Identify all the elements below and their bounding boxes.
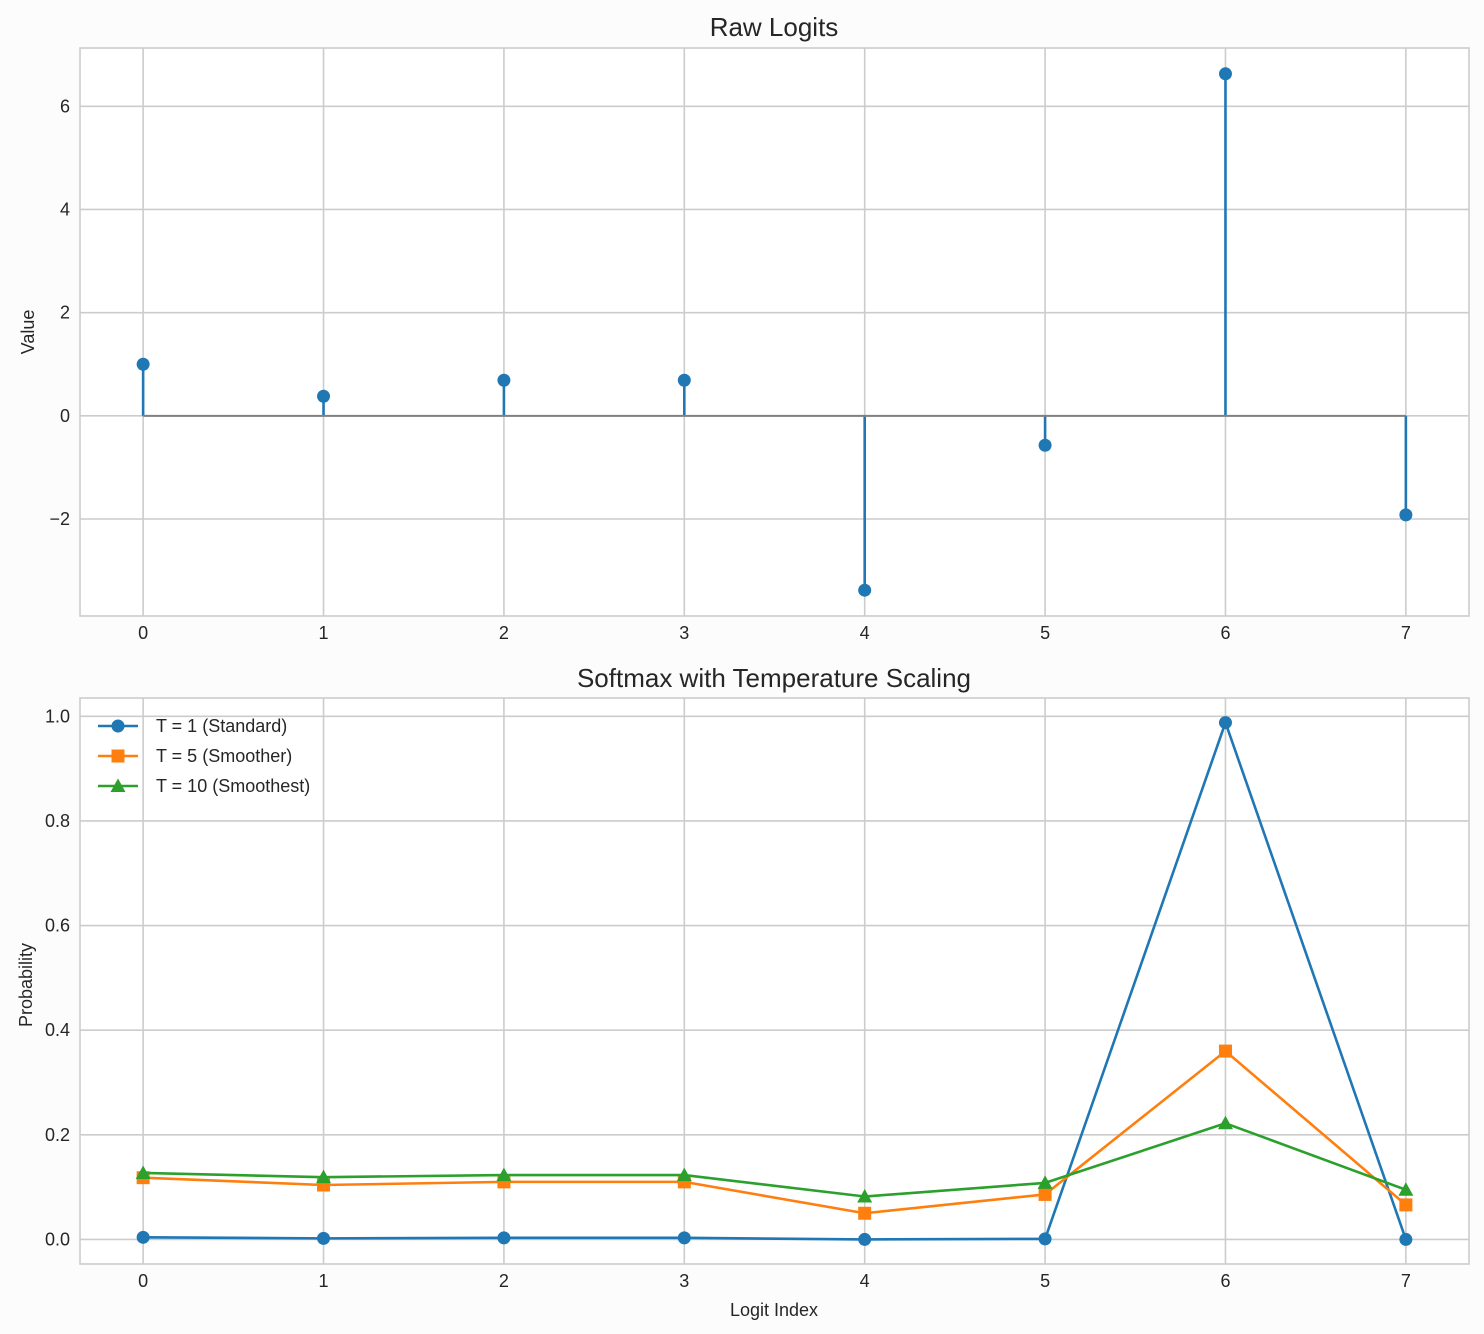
data-point [858, 1232, 872, 1246]
data-point [677, 1231, 691, 1245]
data-point [496, 1167, 512, 1182]
legend-marker [110, 778, 126, 792]
stem-marker [317, 389, 331, 403]
series-line [143, 1121, 1407, 1198]
stem-marker [858, 583, 872, 597]
y-axis-label: Value [18, 310, 38, 355]
data-point [1399, 1232, 1413, 1246]
data-point [1217, 1115, 1233, 1130]
legend-label: T = 10 (Smoothest) [156, 776, 310, 796]
data-point [857, 1189, 873, 1203]
data-point [1218, 1044, 1232, 1058]
data-point [317, 1231, 331, 1245]
legend-label: T = 1 (Standard) [156, 716, 287, 736]
stem-marker [1399, 508, 1413, 522]
x-tick-label: 6 [1220, 623, 1230, 643]
series-lines [135, 716, 1414, 1246]
series-line [143, 1049, 1407, 1215]
grid [80, 698, 1469, 1264]
x-tick-label: 3 [679, 623, 689, 643]
plot-frame [79, 697, 1470, 1265]
x-tick-label: 3 [679, 1271, 689, 1291]
legend-marker [111, 719, 125, 733]
x-tick-label: 0 [138, 1271, 148, 1291]
softmax-panel: 0 1 2 3 4 5 6 7 0.0 0.2 0.4 0.6 0.8 1.0 Softmax with… [16, 663, 1470, 1320]
stem-marker [1038, 438, 1052, 452]
x-tick-label: 1 [319, 1271, 329, 1291]
data-point [858, 1206, 872, 1220]
x-tick-labels: 0 1 2 3 4 5 6 7 [138, 623, 1411, 643]
y-tick-label: 0.6 [45, 916, 70, 936]
data-point [1218, 716, 1232, 730]
x-tick-label: 2 [499, 1271, 509, 1291]
raw-logits-panel: 0 1 2 3 4 5 6 7 −2 0 2 4 6 Raw Logits Value [18, 12, 1470, 643]
stem-marker [1218, 67, 1232, 81]
series-line [143, 721, 1408, 1241]
x-tick-label: 7 [1401, 1271, 1411, 1291]
chart-title: Raw Logits [710, 12, 839, 42]
stem-marker [497, 373, 511, 387]
y-tick-label: 1.0 [45, 706, 70, 726]
x-tick-label: 4 [860, 623, 870, 643]
data-point [1038, 1187, 1052, 1201]
x-tick-label: 2 [499, 623, 509, 643]
data-point [135, 1165, 151, 1179]
x-tick-labels: 0 1 2 3 4 5 6 7 [138, 1271, 1411, 1291]
data-point [1037, 1175, 1053, 1189]
y-tick-label: 0.0 [45, 1229, 70, 1249]
y-tick-label: 2 [60, 303, 70, 323]
chart-title: Softmax with Temperature Scaling [577, 663, 971, 693]
x-tick-label: 5 [1040, 1271, 1050, 1291]
data-point [497, 1231, 511, 1245]
y-tick-label: 6 [60, 96, 70, 116]
y-tick-label: 0 [60, 406, 70, 426]
stem-marker [677, 373, 691, 387]
y-axis-label: Probability [16, 943, 36, 1027]
x-axis-label: Logit Index [730, 1300, 818, 1320]
y-tick-label: 0.4 [45, 1020, 70, 1040]
y-tick-label: −2 [49, 509, 70, 529]
data-point [1399, 1198, 1413, 1212]
y-tick-labels: 0.0 0.2 0.4 0.6 0.8 1.0 [45, 706, 70, 1249]
plot-frame [79, 47, 1470, 617]
x-tick-label: 7 [1401, 623, 1411, 643]
data-point [136, 1230, 150, 1244]
x-tick-label: 4 [860, 1271, 870, 1291]
legend-label: T = 5 (Smoother) [156, 746, 292, 766]
y-tick-labels: −2 0 2 4 6 [49, 96, 70, 529]
legend-marker [111, 749, 125, 763]
x-tick-label: 5 [1040, 623, 1050, 643]
data-point [1398, 1182, 1414, 1196]
plot-area [80, 698, 1469, 1264]
x-tick-label: 6 [1220, 1271, 1230, 1291]
data-point [1038, 1232, 1052, 1246]
x-tick-label: 1 [319, 623, 329, 643]
x-tick-label: 0 [138, 623, 148, 643]
data-point [676, 1167, 692, 1182]
y-tick-label: 0.2 [45, 1125, 70, 1145]
y-tick-label: 0.8 [45, 811, 70, 831]
plot-area [80, 48, 1469, 616]
stem-marks [136, 67, 1413, 597]
data-point [316, 1169, 332, 1184]
y-tick-label: 4 [60, 199, 70, 219]
stem-marker [136, 357, 150, 371]
legend: T = 1 (Standard) T = 5 (Smoother) T = 10 (… [98, 716, 310, 796]
